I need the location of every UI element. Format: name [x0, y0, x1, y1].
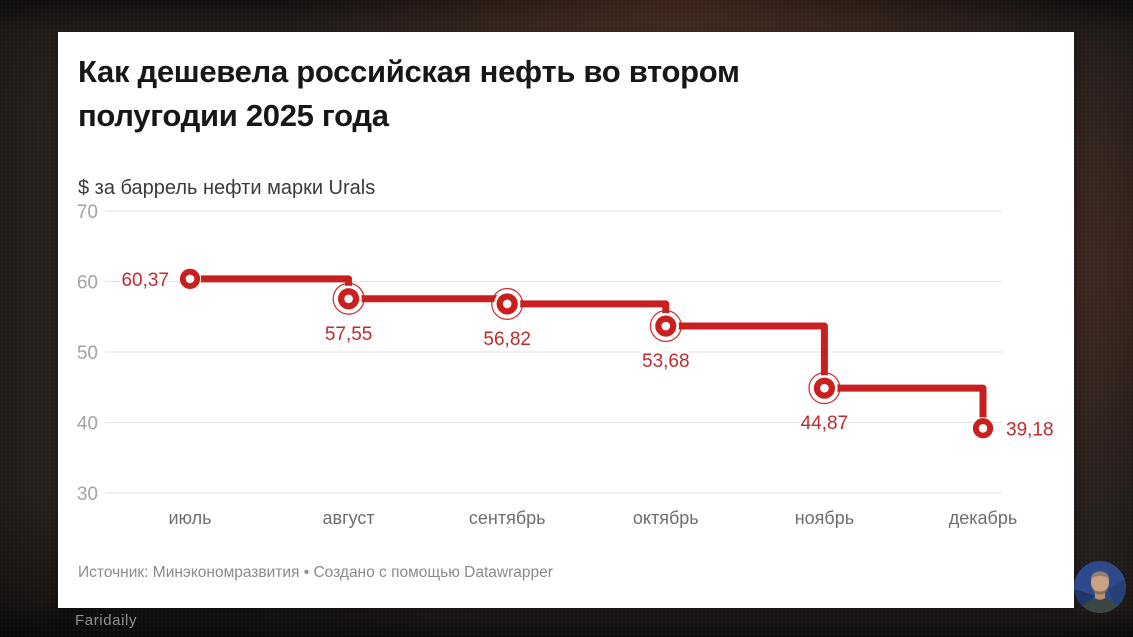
- channel-watermark: Faridaily: [75, 612, 138, 629]
- svg-text:60,37: 60,37: [121, 270, 169, 291]
- svg-text:40: 40: [77, 414, 98, 435]
- chart-source: Источник: Минэкономразвития • Создано с …: [78, 564, 553, 581]
- presenter-avatar: [1074, 561, 1126, 613]
- svg-text:53,68: 53,68: [642, 351, 690, 372]
- svg-text:август: август: [323, 508, 375, 528]
- svg-text:июль: июль: [168, 508, 211, 528]
- chart-title-line-2: полугодии 2025 года: [78, 98, 389, 133]
- chart-subtitle: $ за баррель нефти марки Urals: [78, 177, 376, 199]
- step-line-chart: 70 60 50 40 30 июль август сентябрь октябрь ноябр…: [77, 202, 1056, 528]
- presenter-photo-icon: [1074, 561, 1126, 613]
- svg-text:ноябрь: ноябрь: [795, 508, 854, 528]
- svg-text:39,18: 39,18: [1006, 419, 1054, 440]
- svg-text:октябрь: октябрь: [633, 508, 699, 528]
- svg-text:сентябрь: сентябрь: [469, 508, 546, 528]
- svg-text:57,55: 57,55: [325, 324, 373, 345]
- svg-text:70: 70: [77, 202, 98, 223]
- svg-text:30: 30: [77, 484, 98, 505]
- chart-card: Как дешевела российская нефть во втором …: [58, 32, 1074, 608]
- svg-text:56,82: 56,82: [483, 329, 531, 350]
- chart-title-line-1: Как дешевела российская нефть во втором: [78, 54, 740, 89]
- svg-text:декабрь: декабрь: [949, 508, 1018, 528]
- chart-title: Как дешевела российская нефть во втором …: [78, 50, 740, 138]
- svg-text:50: 50: [77, 343, 98, 364]
- svg-text:44,87: 44,87: [801, 413, 849, 434]
- svg-text:60: 60: [77, 273, 98, 294]
